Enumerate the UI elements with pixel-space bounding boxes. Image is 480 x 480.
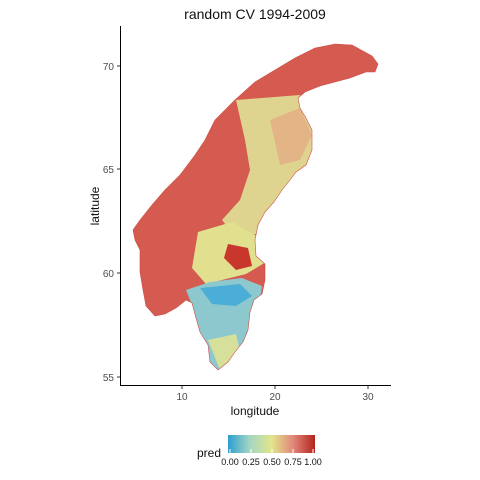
region-northern-coast — [270, 108, 312, 165]
y-ticks: 55 60 65 70 — [103, 62, 120, 384]
y-tick-label: 60 — [103, 269, 115, 280]
legend-label: 0.75 — [284, 457, 302, 467]
region-central-sweden-hot — [224, 244, 252, 270]
legend: pred 0.00 0.25 0.50 0.75 1.00 — [197, 435, 322, 467]
legend-label: 1.00 — [304, 457, 322, 467]
chart-title: random CV 1994-2009 — [184, 6, 326, 22]
legend-label: 0.50 — [263, 457, 281, 467]
legend-label: 0.00 — [221, 457, 239, 467]
x-axis-label: longitude — [231, 404, 280, 418]
x-tick-label: 30 — [362, 392, 374, 403]
x-tick-label: 10 — [176, 392, 188, 403]
y-axis-label: latitude — [88, 186, 102, 225]
legend-colorbar — [228, 435, 315, 453]
legend-label: 0.25 — [242, 457, 260, 467]
y-tick-label: 65 — [103, 165, 115, 176]
map-layer — [133, 44, 378, 370]
legend-title: pred — [197, 446, 221, 460]
x-ticks: 10 20 30 — [176, 386, 374, 403]
x-tick-label: 20 — [269, 392, 281, 403]
region-southern-sweden-lakes — [200, 284, 252, 306]
y-tick-label: 55 — [103, 373, 115, 384]
y-tick-label: 70 — [103, 62, 115, 73]
region-skane — [208, 334, 240, 370]
